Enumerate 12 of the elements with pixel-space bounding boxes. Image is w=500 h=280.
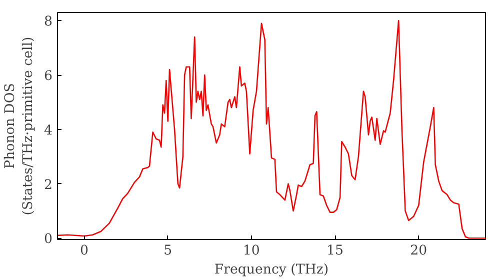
x-tick-label: 0	[80, 244, 88, 258]
x-tick-label: 10	[242, 244, 260, 258]
y-tick-label: 8	[44, 14, 53, 30]
y-tick-label: 0	[44, 232, 53, 248]
y-tick-label: 6	[44, 69, 53, 84]
x-tick-label: 5	[164, 244, 172, 258]
x-tick-label: 15	[326, 244, 344, 258]
y-tick-label: 4	[44, 123, 53, 138]
x-axis-title: Frequency (THz)	[214, 262, 329, 278]
x-tick-label: 20	[410, 244, 428, 258]
y-axis-title: Phonon DOS (States/THz·primitive cell)	[3, 36, 36, 216]
y-tick-label: 2	[44, 178, 53, 193]
